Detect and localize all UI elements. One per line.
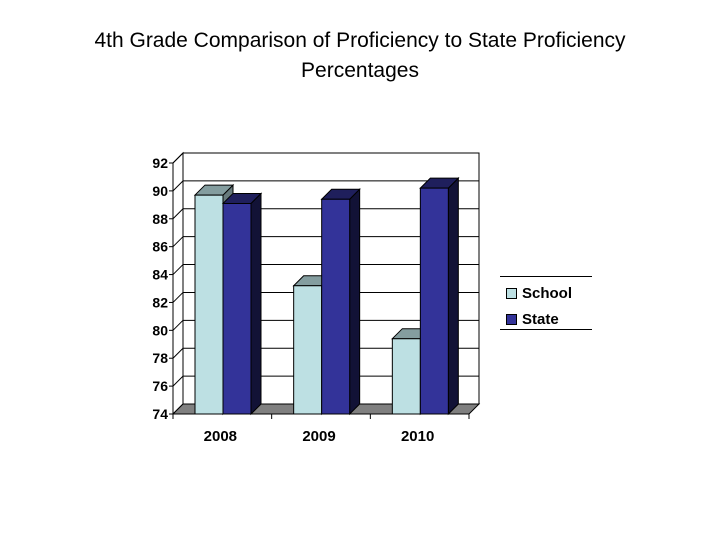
bar-state-2009-front [321,198,351,415]
y-tick-label: 78 [152,350,168,366]
legend-label-school: School [522,284,573,302]
bar-school-2010-front [391,338,421,415]
y-tick-label: 90 [152,183,168,199]
grid-diagonal-90 [172,180,184,192]
y-tick-label: 84 [152,267,168,283]
legend: School State [500,276,592,330]
bar-state-2009 [320,188,361,416]
chart-title-line1: 4th Grade Comparison of Proficiency to S… [94,29,626,52]
y-tick-label: 76 [152,378,168,394]
legend-swatch-school [506,287,517,299]
x-category-label: 2009 [302,428,335,445]
y-tick-label: 82 [152,294,168,310]
legend-item-state: State [506,310,559,328]
bar-school-2008-front [194,194,224,415]
bar-state-2009-side [349,188,361,416]
y-tick-label: 92 [152,155,168,171]
chart-title: 4th Grade Comparison of Proficiency to S… [0,26,720,86]
grid-diagonal-92 [172,152,184,164]
grid-diagonal-82 [172,292,184,303]
grid-diagonal-80 [172,319,184,331]
bar-school-2009-front [293,285,323,415]
bar-state-2008 [221,192,263,416]
y-tick-label: 74 [152,406,168,422]
x-category-label: 2008 [204,428,237,445]
legend-label-state: State [522,310,559,328]
grid-diagonal-86 [172,236,184,248]
bar-state-2008-side [250,192,262,416]
y-tick-label: 80 [152,322,168,338]
grid-diagonal-84 [172,264,184,275]
x-category-label: 2010 [401,428,434,445]
grid-diagonal-76 [172,375,184,387]
grid-diagonal-88 [172,208,184,220]
bar-state-2010-front [419,187,449,415]
plot-side-wall [172,151,184,416]
bar-state-2010-side [447,176,459,416]
legend-swatch-state [506,313,517,325]
bar-state-2008-front [222,202,252,415]
y-tick-label: 86 [152,239,168,255]
legend-item-school: School [506,284,572,302]
chart-title-line2: Percentages [301,59,419,82]
y-tick-label: 88 [152,211,168,227]
grid-diagonal-78 [172,347,184,359]
bar-state-2010 [419,176,460,416]
